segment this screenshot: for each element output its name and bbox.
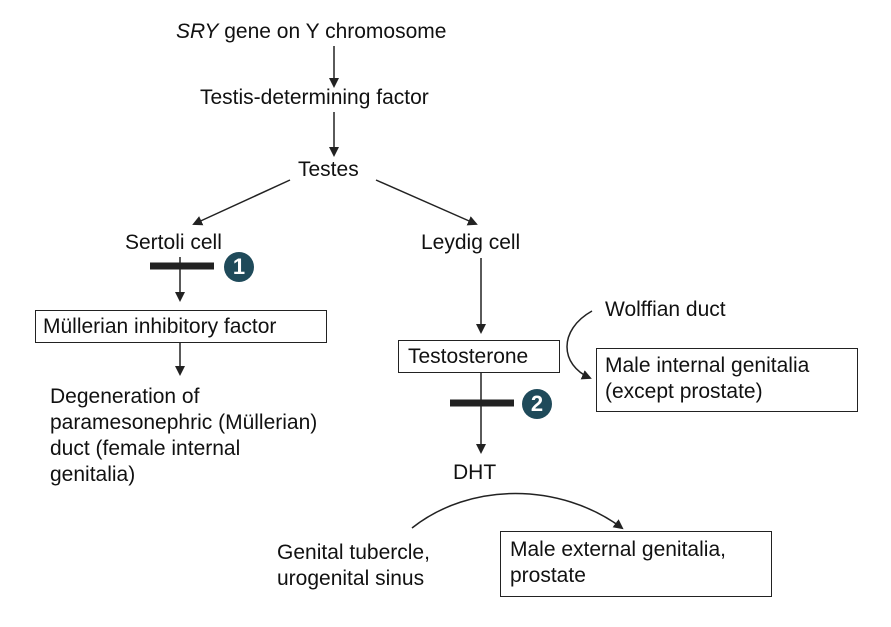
node-dht: DHT xyxy=(453,461,497,484)
arrow-wolffian-to-male-internal xyxy=(566,310,593,380)
degeneration-line-1: Degeneration of xyxy=(50,385,200,408)
node-testis-determining-factor: Testis-determining factor xyxy=(200,86,429,109)
node-sry-gene: SRY gene on Y chromosome xyxy=(176,19,446,45)
male-internal-line-1: Male internal genitalia xyxy=(605,354,810,377)
block-badge-1: 1 xyxy=(224,252,254,282)
testosterone-label: Testosterone xyxy=(408,345,529,368)
sry-gene-text: gene on Y chromosome xyxy=(218,20,447,43)
arrow-genital-tubercle-to-male-external xyxy=(411,492,624,530)
block-badge-2: 2 xyxy=(522,389,552,419)
node-leydig-cell: Leydig cell xyxy=(421,231,521,254)
sry-gene-symbol: SRY xyxy=(176,20,219,43)
node-male-external-genitalia: Male external genitalia, prostate xyxy=(500,531,772,597)
node-male-internal-genitalia: Male internal genitalia (except prostate… xyxy=(596,348,858,412)
arrow-testes-to-leydig xyxy=(375,179,478,226)
genital-tubercle-line-2: urogenital sinus xyxy=(277,567,425,590)
node-genital-tubercle: Genital tubercle, urogenital sinus xyxy=(277,540,430,592)
male-external-line-1: Male external genitalia, xyxy=(510,538,726,561)
node-sertoli-cell: Sertoli cell xyxy=(125,231,222,254)
node-degeneration: Degeneration of paramesonephric (Mülleri… xyxy=(50,384,317,488)
degeneration-line-4: genitalia) xyxy=(50,463,136,486)
male-external-line-2: prostate xyxy=(510,564,586,587)
node-wolffian-duct: Wolffian duct xyxy=(605,298,726,321)
node-testosterone: Testosterone xyxy=(398,340,560,373)
arrow-testes-to-sertoli xyxy=(192,179,291,226)
degeneration-line-2: paramesonephric (Müllerian) xyxy=(50,411,318,434)
male-internal-line-2: (except prostate) xyxy=(605,380,763,403)
genital-tubercle-line-1: Genital tubercle, xyxy=(277,541,430,564)
mullerian-inhibitory-factor-label: Müllerian inhibitory factor xyxy=(43,315,277,338)
node-testes: Testes xyxy=(298,158,359,181)
node-mullerian-inhibitory-factor: Müllerian inhibitory factor xyxy=(35,310,327,343)
degeneration-line-3: duct (female internal xyxy=(50,437,241,460)
